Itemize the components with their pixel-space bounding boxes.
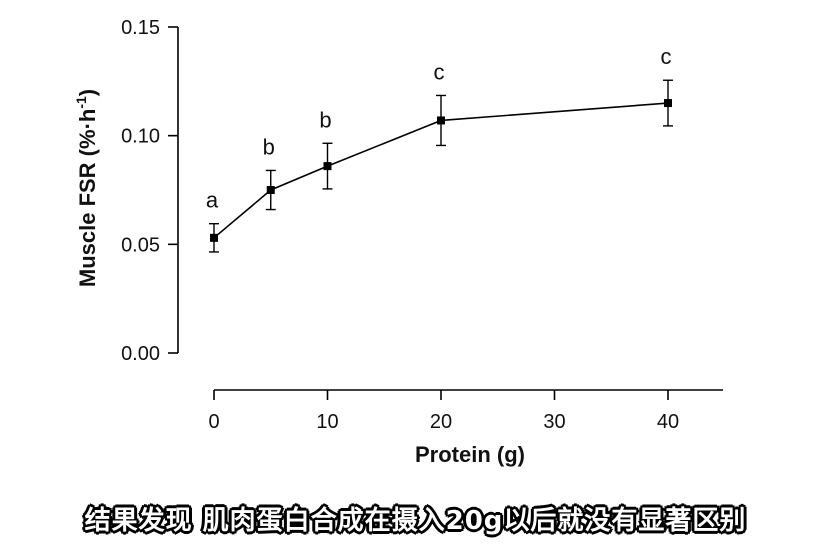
caption-subtitle: 结果发现 肌肉蛋白合成在摄入20g以后就没有显著区别 bbox=[84, 506, 747, 536]
y-axis-title-sup: -1 bbox=[73, 96, 89, 109]
significance-labels: a b b c c bbox=[206, 44, 672, 212]
x-axis-title: Protein (g) bbox=[415, 442, 525, 467]
significance-label: c bbox=[661, 44, 672, 69]
error-bars bbox=[209, 79, 673, 253]
y-axis-title-main: Muscle FSR (%·h bbox=[75, 109, 100, 287]
x-tick-label: 0 bbox=[208, 411, 219, 433]
y-tick-label: 0.15 bbox=[121, 17, 160, 39]
x-ticks: 0 10 20 30 40 bbox=[208, 390, 679, 433]
x-tick-label: 10 bbox=[316, 411, 338, 433]
y-ticks: 0.00 0.05 0.10 0.15 bbox=[121, 17, 178, 365]
data-point bbox=[437, 116, 445, 125]
x-tick-label: 20 bbox=[430, 411, 452, 433]
x-tick-label: 30 bbox=[543, 411, 565, 433]
y-tick-label: 0.10 bbox=[121, 126, 160, 148]
significance-label: a bbox=[206, 188, 219, 213]
data-point bbox=[664, 99, 672, 108]
data-point bbox=[266, 186, 275, 194]
data-points bbox=[210, 99, 672, 242]
x-tick-label: 40 bbox=[657, 411, 679, 433]
significance-label: b bbox=[319, 107, 331, 132]
y-tick-label: 0.00 bbox=[121, 343, 160, 365]
y-tick-label: 0.05 bbox=[121, 234, 160, 256]
data-point bbox=[210, 233, 218, 242]
significance-label: b bbox=[263, 134, 275, 159]
y-axis-title-close: ) bbox=[75, 89, 100, 96]
y-axis-title: Muscle FSR (%·h-1) bbox=[73, 89, 100, 287]
data-point bbox=[323, 162, 332, 171]
significance-label: c bbox=[434, 59, 445, 84]
